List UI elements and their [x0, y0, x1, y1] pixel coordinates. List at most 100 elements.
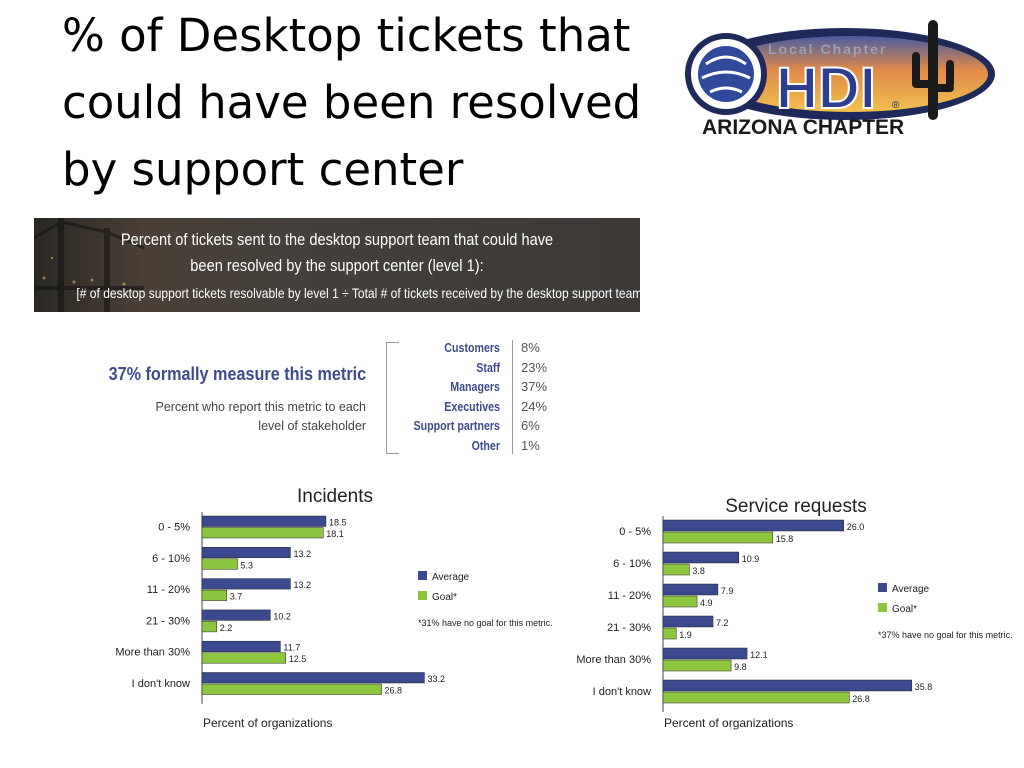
average-bar [662, 519, 844, 532]
chart-footnote: *31% have no goal for this metric. [418, 618, 553, 628]
bar-value-label: 33.2 [427, 674, 445, 684]
bar-value-label: 11.7 [283, 643, 300, 653]
metric-definition-banner: Percent of tickets sent to the desktop s… [34, 218, 640, 312]
stakeholder-value: 37% [521, 379, 548, 395]
stakeholder-value: 24% [521, 398, 548, 414]
stakeholder-label: Customers [444, 340, 500, 355]
average-bar [662, 647, 748, 660]
bar-value-label: 3.7 [230, 592, 243, 602]
average-bar [662, 679, 913, 692]
stakeholder-value: 8% [521, 340, 540, 355]
category-label: 11 - 20% [147, 584, 190, 596]
goal-bar [662, 595, 698, 608]
bar-value-label: 9.8 [734, 662, 747, 672]
banner-line-1: Percent of tickets sent to the desktop s… [120, 230, 554, 249]
incidents-chart: Incidents 0 - 5% 18.518.1 6 - 10% 13.2 5.3 11 … [115, 486, 553, 730]
chart-footnote: *37% have no goal for this metric. [878, 630, 1013, 640]
banner-formula: [# of desktop support tickets resolvable… [76, 285, 640, 301]
average-bar [201, 672, 425, 684]
category-label: More than 30% [115, 647, 190, 659]
goal-bar [662, 691, 850, 704]
legend-label: Goal* [432, 592, 457, 603]
stakeholder-bracket [386, 342, 399, 454]
stakeholder-value: 1% [521, 438, 540, 453]
bar-value-label: 18.1 [326, 529, 344, 539]
average-bar [201, 515, 327, 527]
bridge-image [34, 218, 144, 312]
stakeholder-label: Support partners [413, 418, 500, 434]
legend-average-swatch [418, 571, 427, 580]
goal-bar [662, 531, 774, 544]
bar-value-label: 10.2 [273, 611, 291, 621]
metric-subtitle-line: Percent who report this metric to each [155, 400, 366, 414]
category-label: 6 - 10% [613, 558, 651, 570]
average-bar [201, 578, 291, 590]
chart-title: Incidents [297, 486, 373, 507]
stakeholder-label: Staff [476, 359, 500, 375]
goal-bar [662, 563, 690, 576]
bar-value-label: 13.2 [293, 580, 311, 590]
slide-title-line: % of Desktop tickets that [62, 9, 631, 62]
bar-value-label: 2.2 [220, 623, 233, 633]
bar-value-label: 26.0 [847, 522, 865, 532]
x-axis-label: Percent of organizations [203, 716, 332, 730]
hdi-arizona-logo: Local Chapter HDI ® ARIZONA CHAPTER [685, 20, 995, 138]
category-label: 11 - 20% [608, 590, 651, 602]
bar-value-label: 7.9 [721, 586, 734, 596]
goal-bar [662, 659, 732, 672]
stakeholder-value: 23% [521, 359, 548, 375]
stakeholder-label: Executives [444, 398, 500, 414]
bar-value-label: 35.8 [915, 682, 933, 692]
legend-average-swatch [878, 583, 887, 592]
category-label: 6 - 10% [152, 553, 190, 565]
slide-title-line: by support center [62, 143, 464, 196]
legend-label: Average [892, 584, 930, 595]
category-label: 21 - 30% [607, 622, 651, 634]
legend-label: Goal* [892, 604, 917, 615]
stakeholder-divider [512, 340, 513, 454]
x-axis-label: Percent of organizations [664, 716, 793, 730]
stakeholder-value: 6% [521, 418, 540, 434]
goal-bar [201, 558, 238, 570]
category-label: I don't know [132, 678, 190, 690]
slide-title-line: could have been resolved [62, 76, 642, 129]
bar-value-label: 7.2 [716, 618, 729, 628]
category-label: 21 - 30% [146, 615, 190, 627]
banner-line-2: been resolved by the support center (lev… [190, 256, 484, 275]
metric-subtitle-line: level of stakeholder [258, 419, 366, 433]
stakeholder-label: Other [471, 438, 500, 453]
bar-value-label: 4.9 [700, 598, 713, 608]
bar-value-label: 26.8 [852, 694, 870, 704]
goal-bar [201, 652, 286, 664]
legend-goal-swatch [878, 603, 887, 612]
slide-title: % of Desktop tickets that could have bee… [62, 2, 662, 203]
average-bar [201, 640, 281, 652]
bar-value-label: 18.5 [329, 518, 347, 528]
goal-bar [201, 589, 228, 601]
logo-chapter-text: ARIZONA CHAPTER [702, 116, 904, 138]
category-label: I don't know [593, 686, 651, 698]
bar-value-label: 1.9 [679, 630, 692, 640]
logo-top-text: Local Chapter [768, 41, 887, 57]
average-bar [662, 583, 719, 596]
goal-bar [201, 621, 217, 633]
bar-value-label: 12.5 [289, 654, 307, 664]
goal-bar [201, 527, 324, 539]
metric-headline: 37% formally measure this metric [108, 364, 366, 384]
service-requests-chart: Service requests 0 - 5% 26.0 15.8 6 - 10% 10.… [576, 496, 1013, 730]
category-label: More than 30% [576, 654, 651, 666]
category-label: 0 - 5% [619, 526, 651, 538]
legend-goal-swatch [418, 591, 427, 600]
legend-label: Average [432, 572, 470, 583]
cactus-icon [912, 20, 954, 120]
goal-bar [662, 627, 677, 640]
average-bar [201, 547, 291, 559]
chart-title: Service requests [725, 496, 867, 517]
bar-value-label: 15.8 [776, 534, 794, 544]
bar-value-label: 5.3 [241, 560, 254, 570]
bar-value-label: 13.2 [293, 549, 311, 559]
bar-value-label: 3.8 [692, 566, 705, 576]
bar-value-label: 10.9 [742, 554, 760, 564]
bar-value-label: 26.8 [385, 686, 403, 696]
average-bar [662, 551, 740, 564]
